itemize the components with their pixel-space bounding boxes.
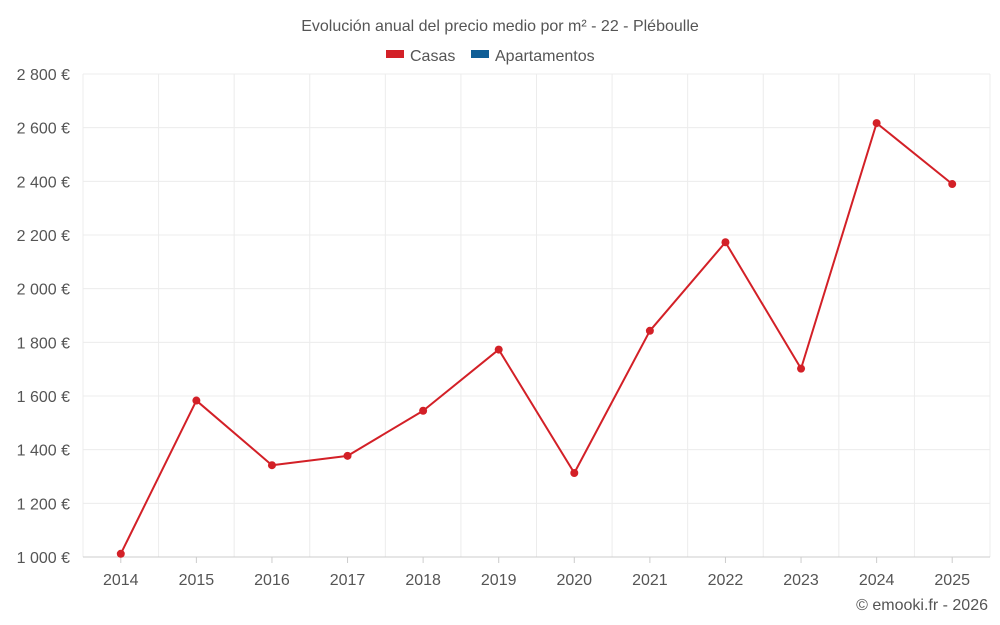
y-tick-label: 1 400 € xyxy=(17,443,70,460)
data-point-casas[interactable] xyxy=(494,345,503,354)
y-tick-label: 2 800 € xyxy=(17,67,70,84)
data-point-casas[interactable] xyxy=(721,238,730,247)
data-point-casas[interactable] xyxy=(267,461,276,470)
data-point-casas[interactable] xyxy=(343,451,352,460)
x-axis-labels: 2014 2015 2016 2017 2018 2019 2020 2021 2022 2023… xyxy=(103,557,970,589)
x-tick-label: 2019 xyxy=(481,572,517,589)
data-point-casas[interactable] xyxy=(192,396,201,405)
legend-item-apartamentos[interactable]: Apartamentos xyxy=(471,48,595,65)
x-tick-label: 2015 xyxy=(179,572,215,589)
data-point-casas[interactable] xyxy=(116,549,125,558)
series-casas xyxy=(116,119,957,558)
x-tick-label: 2016 xyxy=(254,572,290,589)
x-tick-label: 2017 xyxy=(330,572,366,589)
legend: Casas Apartamentos xyxy=(386,48,595,65)
x-tick-label: 2023 xyxy=(783,572,819,589)
series-line-casas xyxy=(119,122,953,555)
legend-swatch-apartamentos xyxy=(471,50,489,58)
chart-title: Evolución anual del precio medio por m² … xyxy=(301,18,699,35)
data-point-casas[interactable] xyxy=(570,469,579,478)
y-tick-label: 1 600 € xyxy=(17,389,70,406)
x-tick-label: 2018 xyxy=(405,572,441,589)
legend-swatch-casas xyxy=(386,50,404,58)
credit-text: © emooki.fr - 2026 xyxy=(856,597,988,614)
y-tick-label: 1 000 € xyxy=(17,550,70,567)
data-point-casas[interactable] xyxy=(948,180,957,189)
data-point-casas[interactable] xyxy=(872,119,881,128)
y-tick-label: 2 600 € xyxy=(17,121,70,138)
y-tick-label: 1 800 € xyxy=(17,335,70,352)
legend-label-casas: Casas xyxy=(410,48,455,65)
y-tick-label: 1 200 € xyxy=(17,496,70,513)
x-tick-label: 2020 xyxy=(556,572,592,589)
y-tick-label: 2 200 € xyxy=(17,228,70,245)
data-point-casas[interactable] xyxy=(645,326,654,335)
data-point-casas[interactable] xyxy=(419,406,428,415)
data-point-casas[interactable] xyxy=(797,364,806,373)
y-tick-label: 2 400 € xyxy=(17,174,70,191)
legend-item-casas[interactable]: Casas xyxy=(386,48,455,65)
legend-label-apartamentos: Apartamentos xyxy=(495,48,595,65)
x-tick-label: 2021 xyxy=(632,572,668,589)
x-tick-label: 2022 xyxy=(708,572,744,589)
x-tick-label: 2014 xyxy=(103,572,139,589)
grid xyxy=(82,73,991,558)
y-tick-label: 2 000 € xyxy=(17,282,70,299)
x-tick-label: 2025 xyxy=(934,572,970,589)
y-axis-labels: 1 000 € 1 200 € 1 400 € 1 600 € 1 800 € 2 000… xyxy=(17,67,70,567)
x-tick-label: 2024 xyxy=(859,572,895,589)
